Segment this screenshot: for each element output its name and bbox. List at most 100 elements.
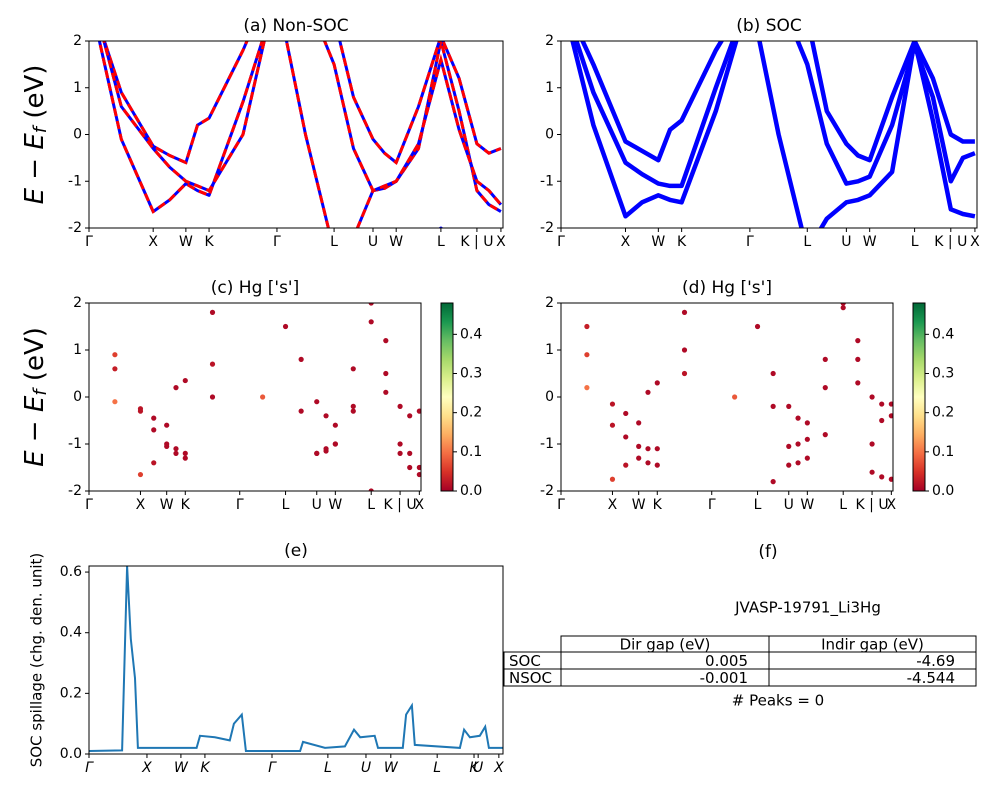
y-tick-label: -2	[540, 220, 554, 236]
point	[636, 535, 641, 540]
point	[623, 410, 629, 417]
point	[879, 401, 885, 407]
point	[645, 535, 650, 540]
point	[407, 450, 413, 456]
point	[332, 422, 338, 428]
point	[86, 253, 91, 258]
point	[237, 244, 242, 249]
x-tick-label: X	[148, 234, 158, 250]
colorbar-tick-label: 0.3	[460, 366, 482, 382]
colorbar-tick-label: 0.0	[460, 483, 482, 499]
table-note: # Peaks = 0	[732, 692, 824, 710]
x-tick-label: K	[204, 234, 214, 250]
point	[397, 450, 403, 456]
x-tick-label: K	[653, 497, 663, 513]
point	[299, 512, 304, 517]
point	[351, 503, 356, 508]
y-tick-label: 2	[73, 33, 82, 49]
point	[732, 394, 738, 400]
point	[407, 413, 413, 419]
panel-title: (d) Hg ['s']	[682, 278, 772, 298]
point	[164, 441, 170, 447]
point	[323, 446, 329, 452]
point	[151, 427, 157, 433]
point	[182, 377, 188, 384]
x-tick-label: U	[841, 234, 851, 250]
y-tick-label: -1	[540, 173, 554, 189]
point	[840, 305, 846, 311]
point	[636, 455, 642, 461]
x-tick-label: Γ	[746, 234, 754, 250]
y-tick-label: 0.2	[60, 685, 82, 701]
axes-frame	[88, 40, 504, 229]
point	[397, 441, 403, 447]
y-tick-label: -1	[68, 173, 82, 189]
x-tick-label: Γ	[85, 760, 94, 776]
point	[86, 253, 91, 258]
x-tick-label: L	[367, 497, 375, 513]
point	[623, 434, 629, 440]
point	[260, 517, 265, 522]
point	[298, 356, 304, 362]
colorbar-tick-label: 0.3	[932, 366, 954, 382]
x-tick-label: K | U	[460, 234, 493, 250]
point	[732, 253, 737, 258]
point	[350, 366, 356, 372]
x-tick-label: Γ	[557, 497, 565, 513]
point	[298, 408, 304, 414]
x-tick-label: X	[493, 760, 504, 776]
point	[314, 399, 320, 405]
point	[383, 389, 389, 395]
point	[368, 303, 374, 306]
band-line	[102, 41, 502, 165]
point	[558, 535, 563, 540]
point	[383, 338, 389, 344]
y-tick-label: 1	[73, 80, 82, 96]
y-axis-label: SOC spillage (chg. den. unit)	[28, 553, 46, 768]
point	[368, 488, 374, 491]
x-tick-label: X	[970, 234, 980, 250]
y-tick-label: 1	[545, 342, 554, 358]
x-tick-label: Γ	[85, 497, 93, 513]
point	[889, 535, 894, 540]
y-label-part: E − E	[20, 133, 50, 205]
y-label-sub: f	[30, 124, 51, 133]
point	[610, 535, 615, 540]
point	[350, 403, 356, 409]
x-tick-label: Γ	[85, 234, 93, 250]
x-tick-label: W	[863, 234, 877, 250]
plot-area	[558, 253, 894, 540]
point	[795, 415, 801, 421]
table-value: -4.544	[907, 669, 955, 687]
point	[840, 303, 846, 306]
point	[786, 462, 792, 468]
colorbar-tick-label: 0.1	[932, 444, 954, 460]
table-value: -0.001	[700, 669, 748, 687]
point	[804, 420, 810, 426]
x-tick-label: X	[887, 497, 897, 513]
x-tick-label: K	[181, 497, 191, 513]
point	[237, 535, 242, 540]
plot-area	[570, 41, 976, 228]
x-tick-label: K | U	[934, 234, 967, 250]
y-label-part: (eV)	[20, 327, 50, 389]
x-tick-label: Γ	[557, 234, 565, 250]
x-tick-label: W	[328, 497, 342, 513]
point	[645, 460, 651, 466]
y-tick-label: 1	[545, 80, 554, 96]
x-tick-label: W	[651, 234, 665, 250]
band-line-dashed	[102, 41, 503, 206]
y-tick-label: 0	[73, 389, 82, 405]
x-tick-label: W	[160, 497, 174, 513]
x-tick-label: W	[179, 234, 193, 250]
point	[584, 385, 590, 391]
band-line	[574, 41, 976, 189]
x-tick-label: X	[141, 760, 152, 776]
point	[209, 361, 216, 367]
point	[786, 443, 792, 449]
point	[173, 450, 179, 456]
x-tick-label: L	[839, 497, 847, 513]
x-tick-label: U	[473, 760, 483, 776]
colorbar-tick-label: 0.2	[932, 405, 954, 421]
